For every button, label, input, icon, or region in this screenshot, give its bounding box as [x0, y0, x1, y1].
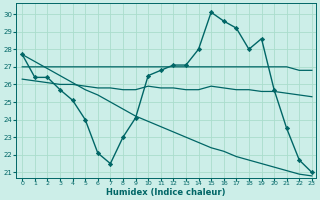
X-axis label: Humidex (Indice chaleur): Humidex (Indice chaleur)	[106, 188, 226, 197]
